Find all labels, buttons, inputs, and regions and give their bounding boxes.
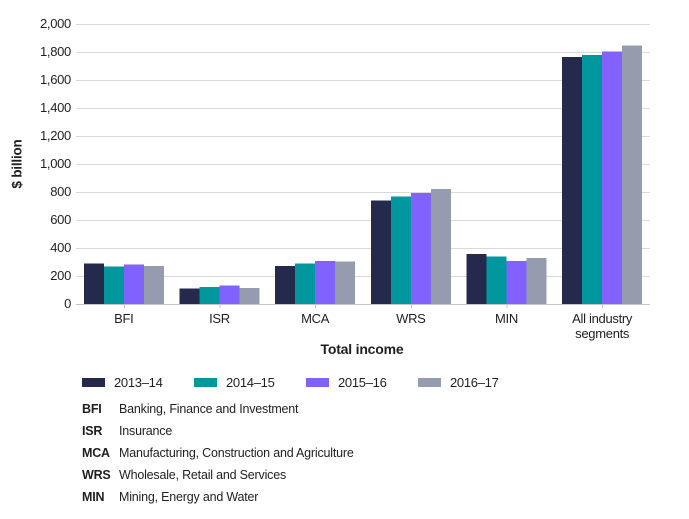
- bar-isr-2013–14: [179, 288, 200, 304]
- x-axis-title: Total income: [320, 341, 404, 357]
- definition-row-MCA: MCA Manufacturing, Construction and Agric…: [82, 442, 354, 464]
- definition-abbr: BFI: [82, 402, 102, 416]
- legend-swatch-icon: [418, 378, 441, 387]
- definition-text: Manufacturing, Construction and Agricult…: [119, 446, 354, 460]
- bar-mca-2013–14: [275, 266, 296, 304]
- legend-item-2015–16: 2015–16: [306, 375, 418, 390]
- y-tick-label-1,800: 1,800: [39, 44, 71, 59]
- legend-item-2013–14: 2013–14: [82, 375, 194, 390]
- bar-bfi-2016–17: [143, 266, 164, 304]
- y-tick-label-1,200: 1,200: [39, 128, 71, 143]
- legend-swatch-icon: [306, 378, 329, 387]
- bar-min-2016–17: [526, 258, 547, 304]
- y-tick-label-800: 800: [50, 184, 71, 199]
- definition-abbr: MCA: [82, 446, 110, 460]
- definition-text: Insurance: [119, 424, 173, 438]
- definition-text: Banking, Finance and Investment: [119, 402, 299, 416]
- legend-item-2016–17: 2016–17: [418, 375, 530, 390]
- definition-abbr: MIN: [82, 490, 105, 504]
- legend: 2013–14 2014–15 2015–16 2016–17: [82, 375, 530, 390]
- y-tick-label-200: 200: [50, 268, 71, 283]
- x-category-label-isr: ISR: [209, 311, 230, 326]
- x-category-label-mca: MCA: [301, 311, 330, 326]
- y-tick-label-1,600: 1,600: [39, 72, 71, 87]
- y-tick-label-2,000: 2,000: [39, 16, 71, 31]
- legend-label: 2015–16: [338, 375, 387, 390]
- bar-all-industry-segments-2015–16: [602, 51, 623, 304]
- bar-mca-2015–16: [315, 261, 336, 304]
- bar-wrs-2016–17: [430, 189, 451, 304]
- definition-row-BFI: BFI Banking, Finance and Investment: [82, 398, 354, 420]
- bar-bfi-2014–15: [103, 266, 124, 304]
- bar-all-industry-segments-2013–14: [562, 56, 583, 305]
- x-category-label-wrs: WRS: [396, 311, 426, 326]
- bar-min-2014–15: [486, 256, 507, 304]
- definition-row-ISR: ISR Insurance: [82, 420, 354, 442]
- bar-min-2013–14: [466, 254, 487, 304]
- bar-isr-2015–16: [219, 285, 240, 304]
- legend-item-2014–15: 2014–15: [194, 375, 306, 390]
- legend-label: 2016–17: [450, 375, 499, 390]
- definition-abbr: ISR: [82, 424, 103, 438]
- bar-min-2015–16: [506, 261, 527, 304]
- definition-row-MIN: MIN Mining, Energy and Water: [82, 486, 354, 508]
- bar-mca-2014–15: [295, 263, 316, 304]
- x-category-label-bfi: BFI: [114, 311, 134, 326]
- x-category-label-min: MIN: [495, 311, 518, 326]
- bar-isr-2016–17: [239, 288, 260, 304]
- y-tick-label-600: 600: [50, 212, 71, 227]
- definition-row-WRS: WRS Wholesale, Retail and Services: [82, 464, 354, 486]
- definition-abbr: WRS: [82, 468, 111, 482]
- bar-bfi-2015–16: [123, 264, 144, 304]
- y-tick-label-0: 0: [64, 296, 71, 311]
- y-tick-label-1,400: 1,400: [39, 100, 71, 115]
- bar-wrs-2013–14: [370, 200, 391, 304]
- abbreviation-definitions: BFI Banking, Finance and Investment ISR Ins…: [82, 398, 354, 508]
- legend-label: 2013–14: [114, 375, 163, 390]
- bar-wrs-2015–16: [410, 193, 431, 304]
- plot-area: [76, 24, 650, 308]
- definition-text: Mining, Energy and Water: [119, 490, 259, 504]
- definition-text: Wholesale, Retail and Services: [119, 468, 286, 482]
- bar-all-industry-segments-2016–17: [622, 45, 643, 305]
- legend-swatch-icon: [82, 378, 105, 387]
- bar-mca-2016–17: [335, 261, 356, 304]
- legend-label: 2014–15: [226, 375, 275, 390]
- bar-all-industry-segments-2014–15: [582, 55, 603, 304]
- bar-isr-2014–15: [199, 286, 220, 304]
- bar-bfi-2013–14: [83, 263, 104, 304]
- y-tick-label-1,000: 1,000: [39, 156, 71, 171]
- legend-swatch-icon: [194, 378, 217, 387]
- x-category-label-all-industry-segments: All industry segments: [572, 311, 633, 341]
- bar-wrs-2014–15: [390, 196, 411, 304]
- y-tick-label-400: 400: [50, 240, 71, 255]
